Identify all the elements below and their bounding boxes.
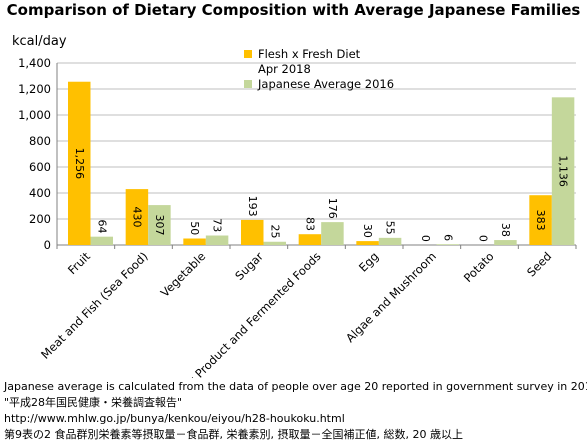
bar-japanese-average: [263, 241, 286, 245]
data-label: 383: [534, 210, 547, 231]
footnote-survey-note: Japanese average is calculated from the …: [4, 380, 587, 393]
data-label: 176: [326, 198, 339, 219]
bar-japanese-average: [321, 222, 344, 245]
data-label: 430: [130, 207, 143, 228]
bar-flesh-fresh-diet: [241, 219, 264, 245]
chart-title: Comparison of Dietary Composition with A…: [6, 1, 581, 19]
y-axis-unit-label: kcal/day: [12, 34, 67, 49]
footnotes: Japanese average is calculated from the …: [4, 379, 587, 443]
category-label: Potato: [461, 249, 497, 285]
bar-flesh-fresh-diet: [356, 241, 379, 245]
category-label: Sugar: [232, 249, 266, 283]
bar-flesh-fresh-diet: [125, 189, 149, 245]
footnote-table-reference: 第9表の2 食品群別栄養素等摂取量－食品群, 栄養素別, 摂取量－全国補正値, …: [4, 428, 463, 441]
bar-japanese-average: [205, 235, 229, 245]
category-label: Egg: [356, 249, 381, 274]
data-label: 307: [153, 215, 166, 236]
y-tick-label: 0: [44, 238, 51, 252]
data-label: 6: [441, 234, 454, 241]
bar-chart: 02004006008001,0001,2001,4001,25664Fruit…: [18, 47, 577, 378]
data-label: 1,256: [73, 148, 86, 180]
data-label: 25: [268, 225, 281, 239]
y-tick-label: 200: [29, 212, 51, 226]
data-label: 64: [95, 219, 108, 233]
data-label: 38: [499, 223, 512, 237]
y-tick-label: 1,200: [18, 82, 51, 96]
y-tick-label: 600: [29, 160, 51, 174]
data-label: 73: [211, 218, 224, 232]
bar-japanese-average: [148, 205, 171, 245]
data-label: 0: [419, 235, 432, 242]
y-tick-label: 1,000: [18, 108, 51, 122]
bar-japanese-average: [378, 237, 402, 245]
data-label: 193: [246, 196, 259, 217]
data-label: 55: [384, 221, 397, 235]
bar-japanese-average: [551, 97, 575, 245]
data-label: 30: [361, 224, 374, 238]
data-label: 83: [303, 217, 316, 231]
y-tick-label: 800: [29, 134, 51, 148]
bar-flesh-fresh-diet: [183, 238, 206, 245]
y-tick-label: 1,400: [18, 56, 51, 70]
category-label: Seed: [524, 249, 554, 279]
data-label: 50: [188, 221, 201, 235]
bar-flesh-fresh-diet: [298, 234, 322, 245]
y-tick-label: 400: [29, 186, 51, 200]
category-label: Meat and Fish (Sea Food): [38, 249, 150, 361]
bar-flesh-fresh-diet: [529, 195, 552, 245]
legend-label: Japanese Average 2016: [257, 77, 394, 91]
footnote-source-title: "平成28年国民健康・栄養調査報告": [4, 396, 183, 409]
legend-label: Apr 2018: [258, 62, 311, 76]
footnote-source-url: http://www.mhlw.go.jp/bunya/kenkou/eiyou…: [4, 412, 345, 425]
bar-japanese-average: [90, 236, 113, 245]
category-label: Fruit: [65, 249, 93, 277]
data-label: 0: [476, 235, 489, 242]
legend-swatch-japanese-average: [244, 80, 252, 88]
chart-container: Comparison of Dietary Composition with A…: [6, 1, 581, 378]
data-label: 1,136: [557, 155, 570, 187]
legend-swatch-flesh-fresh-diet: [244, 50, 252, 58]
bar-japanese-average: [436, 244, 459, 245]
legend-label: Flesh x Fresh Diet: [258, 47, 361, 61]
bar-flesh-fresh-diet: [68, 81, 91, 245]
category-label: Vegetable: [158, 249, 209, 300]
bar-japanese-average: [494, 240, 517, 245]
